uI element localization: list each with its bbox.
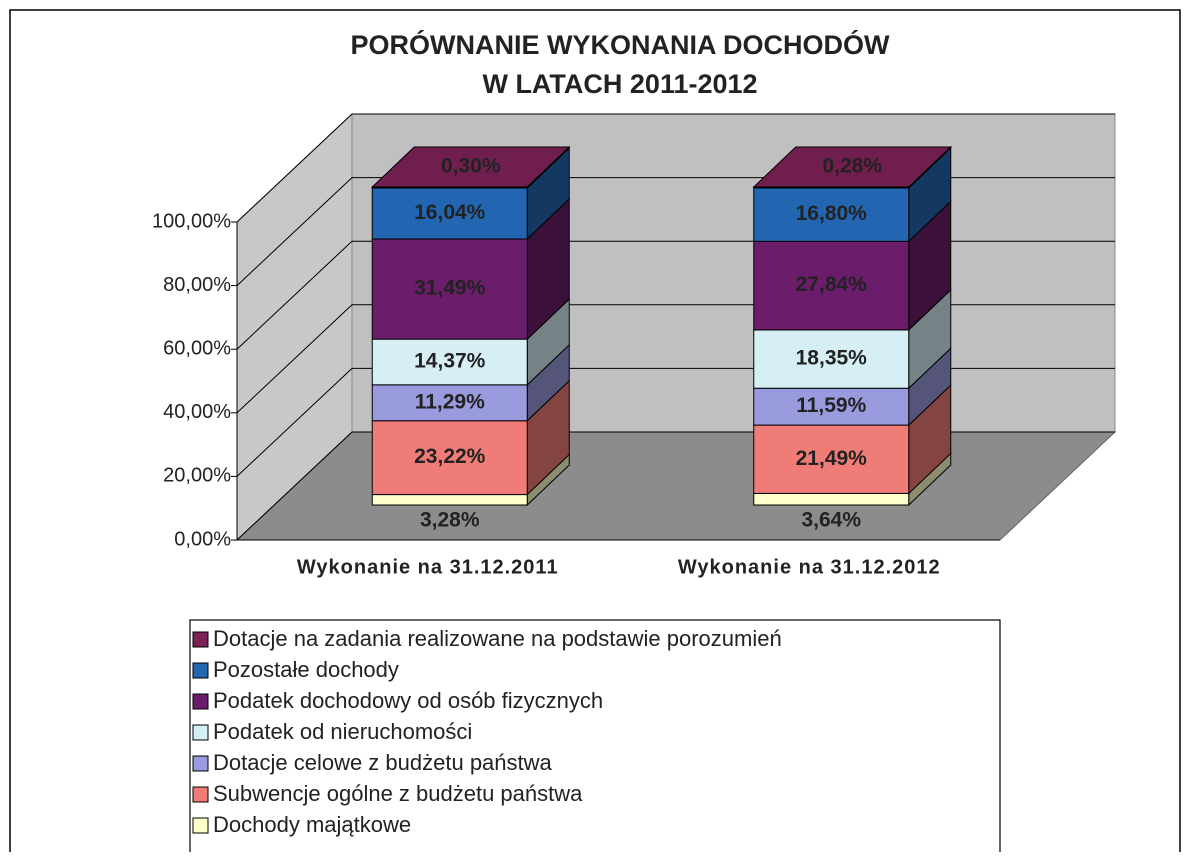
data-label: 0,28% — [822, 155, 882, 178]
data-label: 31,49% — [414, 277, 486, 300]
bar-top — [752, 146, 952, 188]
bar — [371, 420, 528, 496]
data-label: 18,35% — [796, 347, 868, 370]
chart-title: PORÓWNANIE WYKONANIA DOCHODÓW — [351, 29, 890, 60]
y-tick-label: 60,00% — [163, 337, 231, 359]
floor — [235, 431, 1117, 541]
data-label: 14,37% — [414, 350, 486, 373]
legend-swatch — [192, 724, 209, 741]
legend-label: Dotacje celowe z budżetu państwa — [213, 750, 553, 775]
legend-label: Subwencje ogólne z budżetu państwa — [213, 781, 583, 806]
legend-swatch — [192, 693, 209, 710]
bar — [753, 187, 910, 242]
y-tick-label: 80,00% — [163, 274, 231, 296]
x-tick-label: Wykonanie na 31.12.2011 — [297, 556, 559, 578]
legend-label: Podatek dochodowy od osób fizycznych — [213, 688, 603, 713]
data-label: 27,84% — [796, 273, 868, 296]
bar — [753, 424, 910, 494]
data-label: 16,80% — [796, 202, 868, 225]
legend-label: Dotacje na zadania realizowane na podsta… — [213, 626, 782, 651]
y-tick-label: 20,00% — [163, 465, 231, 487]
x-tick-label: Wykonanie na 31.12.2012 — [678, 556, 941, 578]
grid-line — [236, 113, 1115, 223]
bar — [371, 384, 528, 422]
bar — [753, 240, 910, 331]
legend-swatch — [192, 817, 209, 834]
data-label: 11,29% — [415, 390, 485, 413]
data-label: 21,49% — [796, 447, 868, 470]
chart-title: W LATACH 2011-2012 — [482, 69, 757, 99]
legend-box — [189, 619, 1001, 857]
legend-swatch — [192, 631, 209, 648]
legend-swatch — [192, 755, 209, 772]
y-tick-label: 100,00% — [152, 210, 231, 232]
data-label: 11,59% — [796, 394, 866, 417]
data-label: 0,30% — [441, 155, 501, 178]
bar — [371, 494, 528, 506]
data-label: 16,04% — [414, 201, 486, 224]
legend-swatch — [192, 786, 209, 803]
y-tick-label: 40,00% — [163, 401, 231, 423]
y-tick-label: 0,00% — [174, 528, 231, 550]
data-label: 3,28% — [420, 509, 480, 532]
legend-label: Podatek od nieruchomości — [213, 719, 472, 744]
legend-swatch — [192, 662, 209, 679]
bar — [371, 238, 528, 340]
legend-label: Pozostałe dochody — [213, 657, 399, 682]
data-label: 3,64% — [801, 509, 861, 532]
bar — [753, 387, 910, 426]
legend-label: Dochody majątkowe — [213, 812, 411, 837]
bar — [371, 338, 528, 386]
bar — [371, 187, 528, 240]
bar — [753, 329, 910, 389]
bar-top — [371, 146, 571, 188]
bar — [753, 492, 910, 506]
data-label: 23,22% — [414, 445, 486, 468]
